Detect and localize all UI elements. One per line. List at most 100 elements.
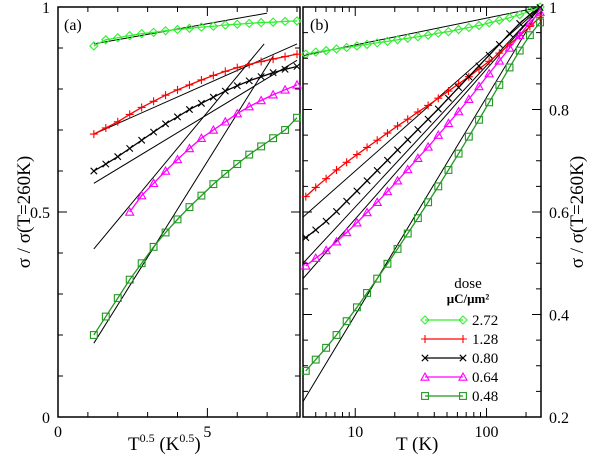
a-point-0.64-1	[136, 190, 147, 200]
a-point-1.28-3	[125, 110, 134, 119]
b-point-0.80-11	[414, 125, 422, 134]
b-point-0.48-22	[525, 31, 534, 40]
b-point-0.64-13	[433, 129, 444, 139]
a-point-2.72-11	[220, 20, 231, 30]
b-point-0.64-4	[341, 227, 352, 237]
b-point-0.80-9	[393, 146, 402, 154]
a-point-0.48-1	[101, 312, 110, 321]
b-point-0.48-0	[301, 366, 310, 375]
a-point-0.80-5	[150, 128, 158, 136]
a-point-2.72-3	[124, 30, 135, 41]
b-point-1.28-14	[444, 87, 453, 96]
b-point-0.48-4	[342, 317, 351, 326]
b-y-tick-label-4: 1	[549, 0, 557, 17]
b-point-0.64-23	[535, 6, 545, 16]
a-point-0.48-5	[149, 242, 158, 251]
a-point-0.80-10	[209, 93, 217, 101]
b-point-1.28-12	[424, 101, 433, 110]
b-point-1.28-11	[413, 108, 422, 117]
legend-marker-0.80-1	[459, 354, 467, 362]
b-point-1.28-5	[352, 150, 361, 159]
panel-a-fit-lines	[93, 12, 298, 344]
b-point-0.64-7	[372, 197, 383, 207]
a-point-0.64-0	[124, 206, 135, 216]
b-point-0.80-14	[444, 94, 453, 102]
legend-marker-2.72-0	[420, 315, 430, 325]
a-point-2.72-1	[101, 35, 111, 45]
a-point-2.72-5	[148, 27, 159, 38]
legend-label-0.48: 0.48	[472, 389, 498, 405]
a-series-line-2.72	[93, 20, 298, 47]
legend-title-dose: dose	[454, 276, 482, 292]
a-point-2.72-8	[184, 23, 195, 34]
a-point-1.28-1	[101, 123, 110, 132]
a-point-2.72-0	[89, 41, 99, 51]
a-point-0.48-11	[221, 169, 230, 178]
legend-marker-0.64-0	[420, 371, 430, 381]
a-point-0.64-10	[244, 101, 255, 111]
b-point-0.80-7	[373, 166, 381, 175]
b-point-1.28-4	[342, 158, 351, 167]
a-point-0.64-2	[148, 178, 159, 188]
panel-b-label: (b)	[310, 17, 329, 34]
a-point-0.80-4	[138, 136, 146, 144]
b-point-0.64-1	[310, 252, 321, 262]
b-point-0.64-5	[351, 217, 362, 227]
b-series-line-1.28	[305, 16, 541, 198]
b-point-2.72-2	[321, 45, 331, 56]
a-x-tick-label-1: 5	[203, 424, 211, 441]
a-point-0.48-3	[125, 275, 134, 284]
b-point-2.72-17	[474, 20, 484, 31]
legend-title-unit: μC/μm²	[447, 291, 490, 306]
b-x-tick-label-1: 100	[475, 424, 499, 441]
a-point-0.80-2	[114, 153, 122, 161]
a-point-0.48-15	[269, 134, 278, 143]
a-point-2.72-12	[232, 19, 243, 29]
a-fit-line-4	[93, 55, 274, 344]
a-point-1.28-17	[293, 50, 302, 59]
a-point-0.64-4	[172, 154, 183, 164]
a-point-0.64-12	[268, 89, 279, 99]
b-point-0.80-3	[332, 207, 341, 216]
a-point-0.64-7	[208, 124, 219, 134]
a-y-tick-label-2: 1	[42, 0, 50, 17]
a-point-0.48-13	[245, 150, 254, 159]
a-point-0.64-9	[232, 108, 243, 118]
b-point-0.48-13	[434, 182, 443, 191]
a-point-0.48-6	[161, 228, 170, 237]
b-series-line-0.64	[305, 11, 541, 267]
a-point-0.80-0	[90, 167, 98, 175]
y-axis-label-right: σ / σ(T=260K)	[567, 156, 588, 268]
y-axis-label-left: σ / σ(T=260K)	[14, 156, 35, 268]
a-point-0.80-12	[233, 82, 241, 90]
b-point-2.72-15	[453, 24, 464, 35]
b-point-0.80-8	[383, 156, 392, 164]
panel-a-label: (a)	[64, 17, 82, 34]
a-point-0.64-3	[160, 165, 171, 175]
legend-marker-0.80-0	[421, 354, 429, 362]
a-point-0.48-4	[137, 259, 146, 268]
b-point-0.48-20	[505, 63, 514, 72]
a-x-tick-label-0: 0	[54, 424, 62, 441]
b-point-1.28-23	[536, 13, 545, 22]
b-point-0.48-7	[373, 274, 382, 283]
a-fit-line-1	[93, 43, 298, 135]
b-point-0.80-19	[495, 40, 503, 49]
a-point-2.72-13	[244, 18, 254, 29]
panel-b-x-ticks: 10 100	[302, 7, 527, 441]
b-point-0.48-2	[322, 343, 331, 352]
b-point-0.48-21	[515, 46, 524, 55]
a-point-2.72-17	[292, 16, 302, 26]
b-point-0.48-8	[383, 259, 392, 268]
a-fit-line-2	[93, 59, 298, 184]
panel-a-frame	[57, 6, 301, 418]
a-point-2.72-9	[196, 22, 207, 32]
x-label-exp2: 0.5	[179, 431, 194, 445]
b-point-0.48-10	[403, 229, 412, 238]
b-point-0.64-20	[504, 42, 515, 52]
panel-b-y-ticks: 0.2 0.4 0.6 0.8 1	[303, 0, 569, 427]
legend-marker-1.28-1	[459, 335, 467, 343]
b-point-0.48-15	[454, 149, 463, 158]
b-point-0.64-12	[423, 141, 434, 151]
b-point-0.80-4	[343, 197, 351, 205]
